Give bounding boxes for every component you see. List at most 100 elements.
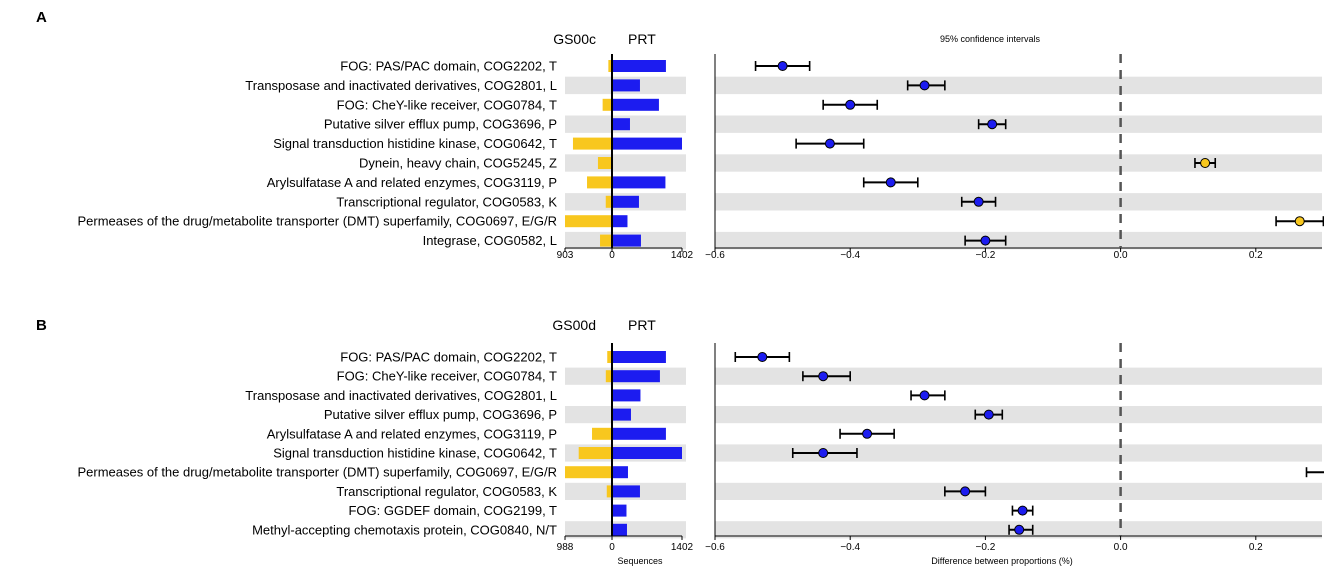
bar-left xyxy=(587,176,612,189)
row-band xyxy=(715,154,1322,172)
bar-left xyxy=(597,157,612,169)
bar-x-label: Sequences xyxy=(617,556,663,566)
row-label: Putative silver efflux pump, COG3696, P xyxy=(324,407,557,422)
point xyxy=(980,235,991,246)
ci-x-label: Difference between proportions (%) xyxy=(931,556,1072,566)
bar-right xyxy=(612,234,641,247)
row-label: Integrase, COG0582, L xyxy=(423,233,557,248)
bar-right xyxy=(612,447,682,459)
row-band xyxy=(715,444,1322,462)
row-band xyxy=(715,231,1322,250)
ci-tick-label: −0.4 xyxy=(840,542,860,553)
bar-tick-label: 903 xyxy=(557,250,574,261)
ci-tick-label: 0.2 xyxy=(1249,250,1263,261)
bar-tick-label: 1402 xyxy=(671,542,694,553)
row-label: FOG: PAS/PAC domain, COG2202, T xyxy=(340,350,557,365)
row-label: Dynein, heavy chain, COG5245, Z xyxy=(359,156,557,171)
row-label: Transcriptional regulator, COG0583, K xyxy=(336,194,557,209)
row-band xyxy=(715,367,1322,385)
row-label: Transposase and inactivated derivatives,… xyxy=(245,78,557,93)
row-label: Signal transduction histidine kinase, CO… xyxy=(273,446,557,461)
right-header: PRT xyxy=(628,31,656,47)
bar-right xyxy=(612,351,666,363)
row-band xyxy=(715,76,1322,95)
bar-left xyxy=(602,98,612,111)
ci-tick-label: 0.0 xyxy=(1114,250,1128,261)
point xyxy=(818,371,829,382)
left-header: GS00c xyxy=(553,31,596,47)
row-label: Arylsulfatase A and related enzymes, COG… xyxy=(267,175,557,190)
point xyxy=(818,448,829,458)
row-label: FOG: CheY-like receiver, COG0784, T xyxy=(337,369,557,384)
left-header: GS00d xyxy=(552,317,596,333)
bar-right xyxy=(612,466,628,479)
row-label: Permeases of the drug/metabolite transpo… xyxy=(78,465,558,480)
row-label: Arylsulfatase A and related enzymes, COG… xyxy=(267,426,557,441)
row-label: Transcriptional regulator, COG0583, K xyxy=(336,484,557,499)
bar-right xyxy=(612,118,630,131)
bar-right xyxy=(612,427,666,440)
bar-right xyxy=(612,504,627,517)
row-label: Methyl-accepting chemotaxis protein, COG… xyxy=(252,522,557,537)
bar-tick-label: 1402 xyxy=(671,250,694,261)
bar-right xyxy=(612,98,659,111)
point xyxy=(919,390,930,401)
bar-right xyxy=(612,523,627,536)
bar-right xyxy=(612,370,660,383)
bar-left xyxy=(565,466,612,479)
bar-tick-label: 0 xyxy=(609,250,615,261)
bar-left xyxy=(572,137,612,150)
row-band xyxy=(565,154,686,172)
bar-right xyxy=(612,408,631,421)
bar-left xyxy=(605,370,612,383)
bar-right xyxy=(612,215,628,228)
bar-right xyxy=(612,79,640,92)
row-band xyxy=(715,193,1322,211)
bar-right xyxy=(612,195,639,208)
bar-right xyxy=(612,176,666,189)
bar-right xyxy=(612,60,666,72)
row-label: Permeases of the drug/metabolite transpo… xyxy=(78,214,558,229)
row-label: Signal transduction histidine kinase, CO… xyxy=(273,136,557,151)
point xyxy=(1200,158,1211,168)
point xyxy=(824,138,835,149)
ci-tick-label: −0.4 xyxy=(840,250,860,261)
row-band xyxy=(715,482,1322,500)
point xyxy=(960,486,971,497)
ci-tick-label: −0.6 xyxy=(705,542,725,553)
bar-right xyxy=(612,137,682,150)
point xyxy=(983,409,994,420)
point xyxy=(987,119,998,130)
panel-letter: A xyxy=(36,9,47,26)
bar-right xyxy=(612,389,641,402)
point xyxy=(862,428,873,439)
row-band xyxy=(715,406,1322,424)
row-label: FOG: PAS/PAC domain, COG2202, T xyxy=(340,59,557,74)
row-label: FOG: CheY-like receiver, COG0784, T xyxy=(337,97,557,112)
point xyxy=(1017,505,1028,516)
bar-left xyxy=(565,215,612,228)
row-band xyxy=(715,115,1322,133)
bar-tick-label: 0 xyxy=(609,542,615,553)
ci-title: 95% confidence intervals xyxy=(940,34,1041,44)
row-label: FOG: GGDEF domain, COG2199, T xyxy=(348,503,557,518)
ci-tick-label: 0.2 xyxy=(1249,542,1263,553)
ci-tick-label: −0.2 xyxy=(976,542,996,553)
ci-tick-label: −0.6 xyxy=(705,250,725,261)
point xyxy=(1014,524,1025,535)
row-label: Transposase and inactivated derivatives,… xyxy=(245,388,557,403)
bar-left xyxy=(600,234,612,247)
right-header: PRT xyxy=(628,317,656,333)
point xyxy=(777,61,788,71)
ci-tick-label: 0.0 xyxy=(1114,542,1128,553)
point xyxy=(973,196,984,207)
bar-tick-label: 988 xyxy=(557,542,574,553)
bar-left xyxy=(578,447,612,459)
bar-left xyxy=(606,485,612,498)
bar-left xyxy=(608,60,612,72)
bar-right xyxy=(612,485,640,498)
point xyxy=(1294,216,1305,227)
ci-tick-label: −0.2 xyxy=(976,250,996,261)
point xyxy=(845,99,856,110)
